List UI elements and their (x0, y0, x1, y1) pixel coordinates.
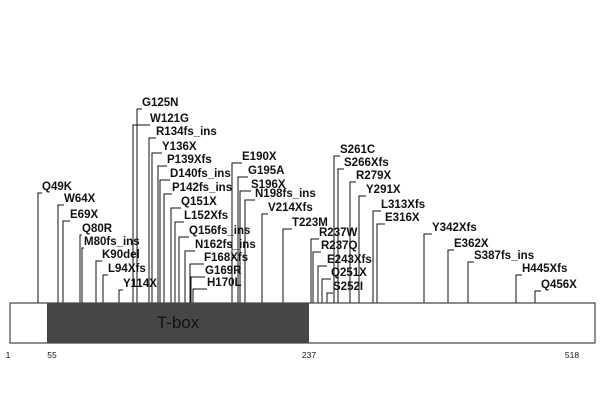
mutation-label-y136x: Y136X (162, 141, 197, 153)
position-518: 518 (565, 350, 579, 360)
mutation-label-s252i: S252I (333, 281, 363, 293)
mutation-label-q151x: Q151X (181, 196, 217, 208)
mutation-label-q456x: Q456X (541, 279, 577, 291)
mutation-stem-q456x (534, 290, 541, 303)
mutation-stem-s266xfs (337, 168, 344, 303)
mutation-stem-r134fs-ins (148, 137, 156, 303)
mutation-label-y342xfs: Y342Xfs (432, 222, 477, 234)
mutation-label-q49k: Q49K (42, 181, 73, 193)
mutation-label-t223m: T223M (292, 217, 328, 229)
mutation-stem-q156fs-ins (178, 236, 189, 303)
mutation-label-d140fs-ins: D140fs_ins (170, 168, 231, 180)
mutation-label-q251x: Q251X (331, 267, 367, 279)
mutation-stem-f168xfs (189, 263, 204, 303)
mutation-label-r237q: R237Q (321, 240, 357, 252)
mutation-label-s196x: S196X (251, 179, 286, 191)
mutation-label-f168xfs: F168Xfs (204, 252, 248, 264)
mutation-label-y114x: Y114X (123, 278, 157, 290)
mutation-label-y291x: Y291X (366, 184, 401, 196)
mutation-label-l313xfs: L313Xfs (381, 199, 425, 211)
mutation-stem-l152xfs (174, 221, 184, 303)
mutation-label-g125n: G125N (142, 97, 178, 109)
mutation-stem-s196x (239, 190, 251, 303)
mutation-label-v214xfs: V214Xfs (268, 202, 313, 214)
mutation-label-p139xfs: P139Xfs (167, 154, 212, 166)
mutation-stem-e69x (62, 220, 70, 303)
mutation-label-r237w: R237W (319, 227, 357, 239)
mutation-stem-p139xfs (157, 165, 167, 303)
mutation-label-e190x: E190X (242, 151, 277, 163)
mutation-label-s266xfs: S266Xfs (344, 157, 389, 169)
mutation-label-p142fs-ins: P142fs_ins (172, 182, 232, 194)
mutation-label-q156fs-ins: Q156fs_ins (189, 225, 250, 237)
mutation-stem-w64x (57, 204, 64, 303)
mutation-stem-e190x (231, 162, 242, 303)
mutation-label-e362x: E362X (454, 238, 489, 250)
mutation-stems (37, 108, 541, 303)
mutation-label-e316x: E316X (385, 212, 420, 224)
mutation-stem-n198fs-ins (244, 199, 255, 303)
mutation-stem-q151x (170, 207, 181, 303)
mutation-stem-g195a (237, 176, 248, 303)
mutation-stem-r237q (312, 251, 321, 303)
mutation-label-e69x: E69X (70, 209, 98, 221)
mutation-stem-q49k (37, 192, 42, 303)
mutation-stem-m80fs-ins (81, 247, 84, 303)
mutation-label-r134fs-ins: R134fs_ins (156, 126, 217, 138)
mutation-stem-g125n (136, 108, 142, 303)
mutation-label-w64x: W64X (64, 193, 96, 205)
mutation-stem-h445xfs (515, 274, 522, 303)
t-box-domain (47, 303, 309, 343)
mutation-label-n198fs-ins: N198fs_ins (255, 188, 316, 200)
mutation-label-l152xfs: L152Xfs (184, 210, 228, 222)
mutation-stem-l94xfs (102, 274, 108, 303)
mutation-stem-s261c (333, 155, 340, 303)
mutation-label-r279x: R279X (356, 170, 391, 182)
mutation-label-n162fs-ins: N162fs_ins (195, 239, 256, 251)
mutation-stem-h170l (192, 288, 207, 303)
t-box-label: T-box (157, 313, 200, 332)
mutation-stem-g169r (190, 276, 205, 303)
mutation-stem-w121g (132, 124, 150, 303)
mutation-stem-p142fs-ins (163, 193, 172, 303)
mutation-stem-y342xfs (423, 233, 432, 303)
mutation-stem-s387fs-ins (467, 261, 474, 303)
mutation-label-w121g: W121G (150, 113, 189, 125)
mutation-stem-r279x (349, 181, 356, 303)
mutation-stem-e362x (447, 249, 454, 303)
mutation-stem-e316x (376, 223, 385, 303)
position-55: 55 (47, 350, 57, 360)
mutation-label-h445xfs: H445Xfs (522, 263, 567, 275)
mutation-stem-v214xfs (261, 213, 268, 303)
mutation-stem-l313xfs (372, 210, 381, 303)
mutation-label-g195a: G195A (248, 165, 284, 177)
mutation-stem-n162fs-ins (184, 250, 195, 303)
mutation-stem-s252i (326, 292, 333, 303)
position-237: 237 (302, 350, 316, 360)
mutation-stem-y114x (118, 289, 123, 303)
position-1: 1 (6, 350, 11, 360)
mutation-stem-y291x (358, 195, 366, 303)
mutation-label-m80fs-ins: M80fs_ins (84, 236, 140, 248)
mutation-label-g169r: G169R (205, 265, 242, 277)
mutation-stem-t223m (282, 228, 292, 303)
mutation-stem-q80r (79, 234, 82, 303)
mutation-stem-y136x (151, 152, 162, 303)
mutation-label-q80r: Q80R (82, 223, 113, 235)
mutation-label-s261c: S261C (340, 144, 375, 156)
mutation-label-k90del: K90del (102, 249, 140, 261)
mutation-label-h170l: H170L (207, 277, 242, 289)
mutation-label-l94xfs: L94Xfs (108, 263, 146, 275)
mutation-stem-r237w (310, 238, 319, 303)
mutation-stem-d140fs-ins (159, 179, 170, 303)
mutation-stem-q251x (321, 278, 331, 303)
mutation-label-s387fs-ins: S387fs_ins (474, 250, 534, 262)
mutation-label-e243xfs: E243Xfs (327, 254, 372, 266)
mutation-stem-e243xfs (317, 265, 327, 303)
mutation-stem-k90del (95, 260, 102, 303)
